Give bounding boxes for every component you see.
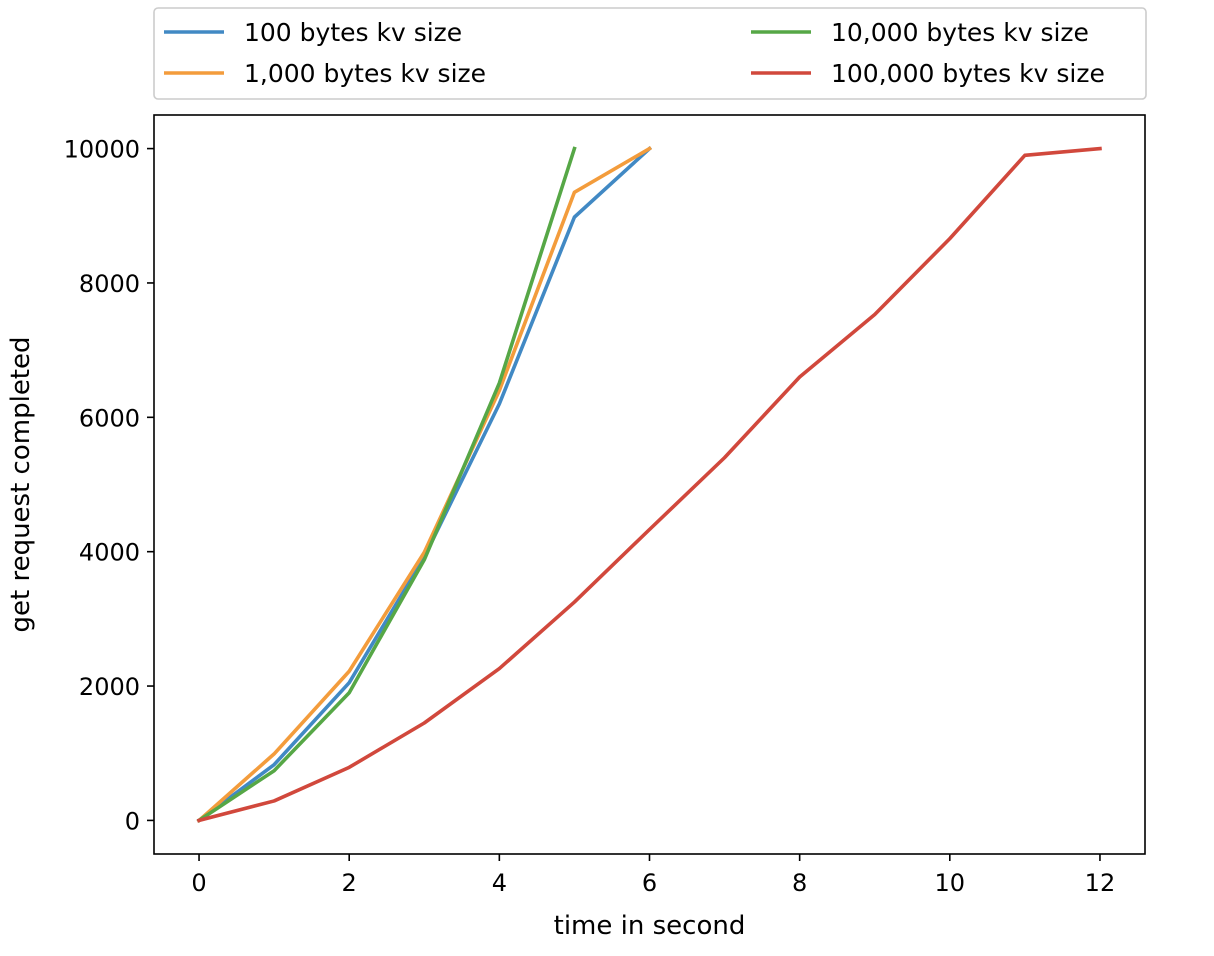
legend-label-3: 10,000 bytes kv size	[831, 18, 1089, 47]
plot-area	[154, 115, 1145, 854]
x-tick-label: 10	[935, 869, 966, 897]
legend: 100 bytes kv size 1,000 bytes kv size 10,0…	[153, 7, 1147, 100]
y-tick-label: 4000	[79, 539, 140, 567]
y-axis-label: get request completed	[6, 336, 36, 632]
legend-label-2: 1,000 bytes kv size	[244, 59, 486, 88]
x-tick-label: 8	[792, 869, 807, 897]
y-tick-label: 6000	[79, 404, 140, 432]
x-tick-label: 6	[642, 869, 657, 897]
series-line-2	[196, 146, 652, 823]
plot-background	[154, 115, 1145, 854]
axes-layer: 0 2 4 6 8 10 12 0 2000 4000 6000 8000 10000 time in s…	[6, 114, 1146, 941]
x-tick-label: 2	[342, 869, 357, 897]
legend-box	[153, 7, 1147, 100]
x-axis-label: time in second	[554, 911, 746, 941]
series-line-4	[196, 146, 1102, 823]
x-tick-label: 12	[1085, 869, 1116, 897]
series-line-3	[196, 146, 577, 823]
x-tick-label: 0	[191, 869, 206, 897]
legend-label-1: 100 bytes kv size	[244, 18, 462, 47]
y-tick-label: 2000	[79, 673, 140, 701]
y-tick-label: 0	[125, 807, 140, 835]
legend-label-4: 100,000 bytes kv size	[831, 59, 1105, 88]
y-tick-label: 8000	[79, 270, 140, 298]
x-tick-label: 4	[492, 869, 507, 897]
y-tick-label: 10000	[64, 136, 140, 164]
series-layer	[196, 146, 1102, 823]
